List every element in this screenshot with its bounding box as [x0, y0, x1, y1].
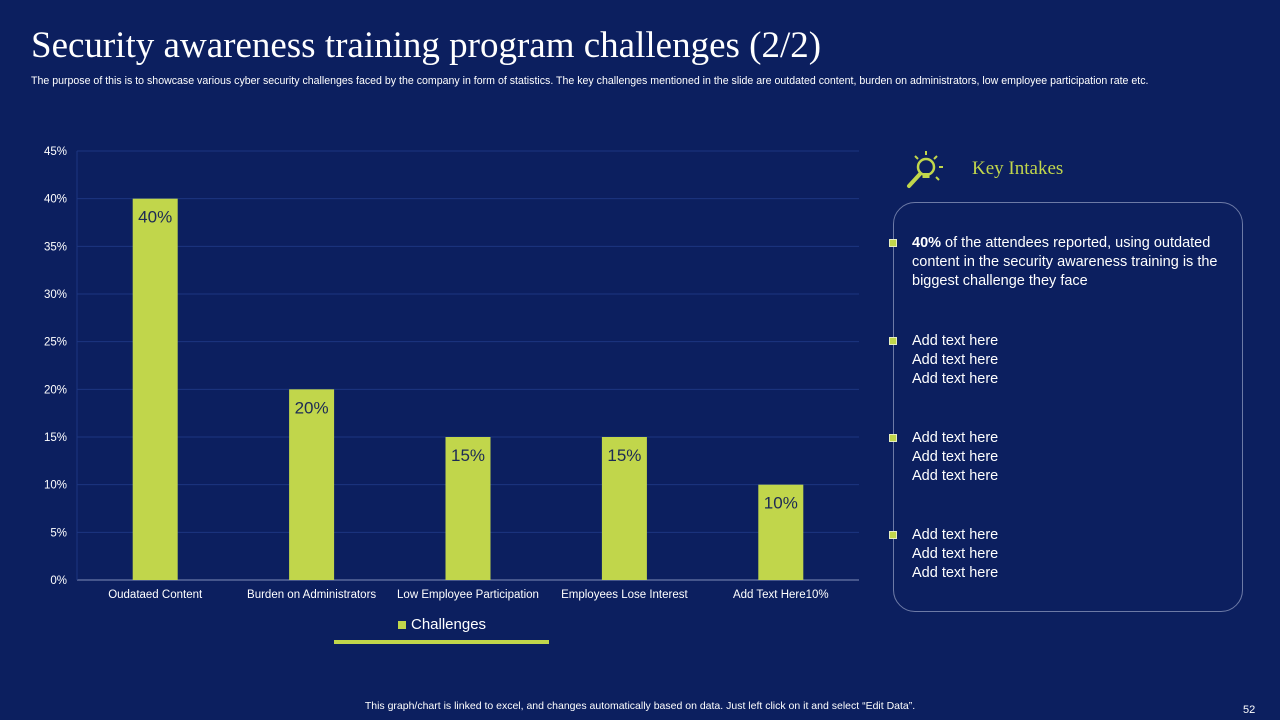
- y-tick-label: 15%: [44, 432, 67, 444]
- bullet-marker: [889, 337, 897, 345]
- intake-item-text: Add text here Add text here Add text her…: [912, 333, 999, 387]
- y-tick-label: 0%: [50, 575, 67, 587]
- y-tick-label: 20%: [44, 384, 67, 396]
- data-label: 15%: [451, 446, 485, 465]
- bar: [758, 484, 804, 580]
- x-tick-label: Low Employee Participation: [397, 589, 539, 601]
- data-label: 15%: [607, 446, 641, 465]
- chart-legend: Challenges: [398, 616, 486, 633]
- bar: [601, 437, 647, 580]
- x-tick-label: Burden on Administrators: [247, 589, 376, 601]
- x-tick-label: Oudataed Content: [108, 589, 203, 601]
- bar: [132, 198, 178, 580]
- intake-item-text: 40% of the attendees reported, using out…: [912, 235, 1218, 289]
- page-subtitle: The purpose of this is to showcase vario…: [31, 75, 1149, 87]
- y-tick-label: 40%: [44, 194, 67, 206]
- bullet-marker: [889, 239, 897, 247]
- bar: [289, 389, 335, 580]
- bar-chart: 0% 5% 10% 15% 20% 25% 30% 35% 40% 45% 40% Oudataed …: [44, 146, 859, 601]
- page-title: Security awareness training program chal…: [31, 25, 822, 66]
- bullet-marker: [889, 531, 897, 539]
- y-tick-label: 45%: [44, 146, 67, 158]
- data-label: 20%: [295, 398, 329, 417]
- data-label: 40%: [138, 208, 172, 227]
- y-tick-label: 10%: [44, 480, 67, 492]
- bar: [445, 437, 491, 580]
- page-number: 52: [1243, 704, 1256, 716]
- y-tick-label: 25%: [44, 337, 67, 349]
- bullet-marker: [889, 434, 897, 442]
- y-tick-label: 5%: [50, 527, 67, 539]
- footer-note: This graph/chart is linked to excel, and…: [364, 700, 916, 712]
- key-intakes-title: Key Intakes: [972, 158, 1064, 179]
- legend-swatch: [398, 620, 406, 629]
- legend-underline: [334, 640, 549, 644]
- legend-label: Challenges: [411, 616, 487, 633]
- y-tick-label: 35%: [44, 241, 67, 253]
- y-tick-label: 30%: [44, 289, 67, 301]
- x-tick-label: Employees Lose Interest: [561, 589, 688, 601]
- intake-item-text: Add text here Add text here Add text her…: [912, 527, 999, 581]
- x-tick-label: Add Text Here10%: [733, 589, 829, 601]
- intake-item-text: Add text here Add text here Add text her…: [912, 430, 999, 484]
- data-label: 10%: [764, 494, 798, 513]
- lightbulb-magnifier-icon: [907, 151, 943, 188]
- key-intakes-panel: [893, 202, 1243, 612]
